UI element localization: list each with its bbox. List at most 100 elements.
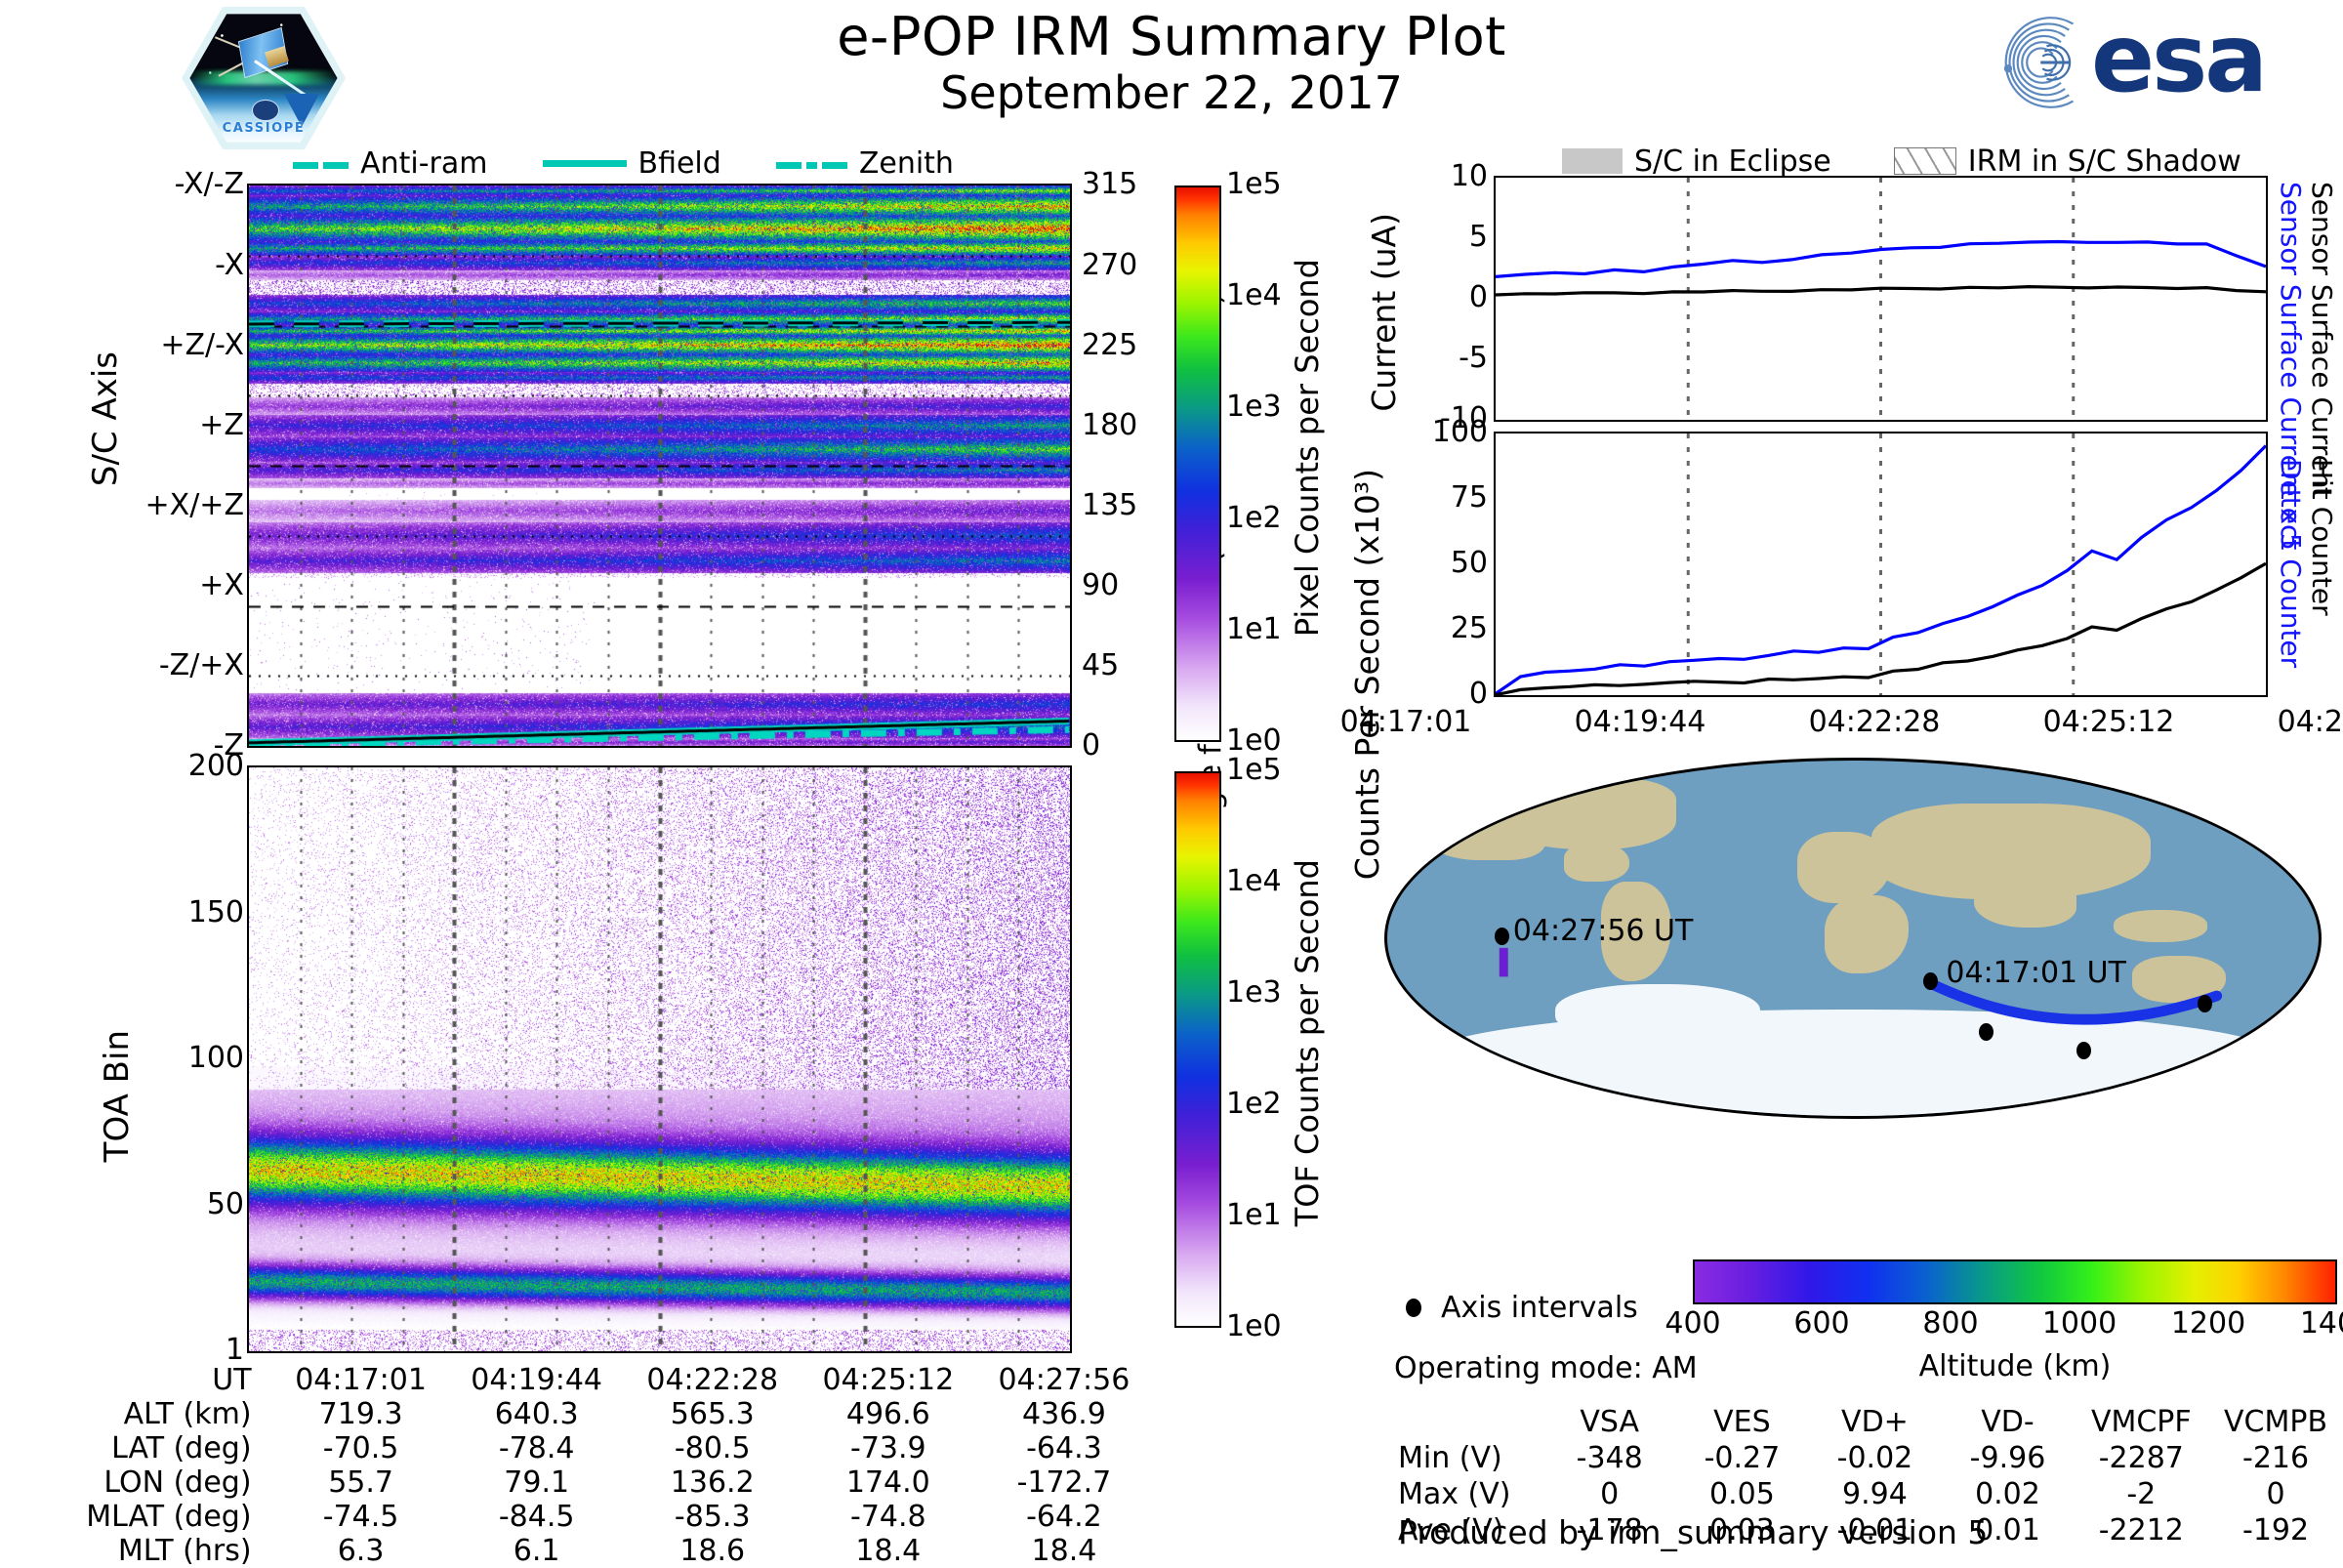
tick-label: 150 [187, 894, 244, 929]
legend-item-shadow: IRM in S/C Shadow [1893, 144, 2241, 179]
cell-value: 79.1 [504, 1465, 570, 1500]
tick-label: 135 [1082, 487, 1138, 522]
toa-bin-ytick-labels: 200 150 100 50 1 [137, 749, 244, 1367]
row-label: LAT (deg) [111, 1431, 252, 1465]
legend-item-anti-ram: Anti-ram [293, 146, 488, 181]
cell-value: -192 [2242, 1513, 2310, 1547]
column-header: VD- [1981, 1405, 2035, 1439]
row-label: Min (V) [1398, 1441, 1502, 1475]
cell-value: 0 [1600, 1477, 1620, 1511]
tick-label: 180 [1082, 407, 1138, 442]
voltage-table: VSA VES VD+ VD- VMCPF VCMPB Min (V) -348 -0.27 -0… [1398, 1404, 2343, 1548]
cell-value: -2287 [2098, 1441, 2184, 1475]
legend-label: IRM in S/C Shadow [1967, 144, 2241, 179]
cell-value: -9.96 [1969, 1441, 2046, 1475]
cell-value: 18.4 [1031, 1534, 1097, 1568]
row-label: MLAT (deg) [86, 1500, 252, 1534]
row-label: LON (deg) [103, 1465, 252, 1500]
tick-label: 800 [1922, 1306, 1979, 1341]
tick-label: 25 [1450, 611, 1488, 646]
tick-label: 10 [1450, 159, 1488, 194]
tick-label: 0 [1468, 677, 1488, 712]
legend-label: Axis intervals [1441, 1291, 1638, 1325]
altitude-colorbar [1693, 1259, 2337, 1304]
tick-label: 1e2 [1226, 501, 1282, 536]
cell-value: 640.3 [494, 1397, 579, 1431]
grey-swatch-icon [1562, 148, 1623, 174]
counts-ylabel: Counts Per Second (x10³) [1348, 469, 1386, 881]
tick-label: 0 [1468, 280, 1488, 315]
tick-label: 100 [1431, 415, 1488, 450]
legend-item-bfield: Bfield [542, 146, 721, 181]
toa-bin-spectrogram [247, 765, 1072, 1353]
track-point-end [1494, 928, 1509, 946]
cell-value: 6.3 [337, 1534, 385, 1568]
dashed-line-icon [293, 154, 349, 173]
table-row: UT 04:17:01 04:19:44 04:22:28 04:25:12 04:27:… [59, 1363, 1152, 1397]
hatched-swatch-icon [1893, 147, 1956, 175]
row-label: MLT (hrs) [117, 1534, 252, 1568]
column-header: VES [1713, 1405, 1771, 1439]
tick-label: 1e5 [1226, 167, 1282, 202]
cell-value: 0 [2266, 1477, 2285, 1511]
tick-label: 1e2 [1226, 1087, 1282, 1122]
cell-value: -64.2 [1026, 1500, 1102, 1534]
current-ytick-labels: 10 5 0 -5 -10 [1400, 159, 1488, 435]
cell-value: -178 [1576, 1513, 1643, 1547]
dot-icon [1406, 1299, 1421, 1317]
table-row: Min (V) -348 -0.27 -0.02 -9.96 -2287 -216 [1398, 1440, 2343, 1476]
current-ylabel: Current (uA) [1365, 213, 1403, 412]
tick-label: 50 [206, 1186, 244, 1221]
cell-value: 565.3 [670, 1397, 755, 1431]
tick-label: 1e0 [1226, 1309, 1282, 1344]
counts-right-label-blue: Detect Counter [2275, 459, 2307, 669]
cell-value: 0.01 [1975, 1513, 2040, 1547]
tick-label: +X [199, 568, 244, 603]
tick-label: 04:25:12 [2042, 705, 2175, 739]
cell-value: 0.03 [1709, 1513, 1775, 1547]
tick-label: -X [215, 247, 244, 282]
cell-value: 04:22:28 [646, 1363, 779, 1397]
tick-label: +X/+Z [144, 487, 244, 522]
cell-value: 136.2 [670, 1465, 755, 1500]
sc-axis-spectrogram [247, 184, 1072, 748]
cell-value: 6.1 [513, 1534, 560, 1568]
cell-value: -78.4 [498, 1431, 575, 1465]
tick-label: 1e5 [1226, 753, 1282, 788]
esa-emblem-icon [2003, 17, 2075, 108]
table-row: Max (V) 0 0.05 9.94 0.02 -2 0 [1398, 1476, 2343, 1512]
cell-value: -74.5 [322, 1500, 399, 1534]
tick-label: 100 [187, 1041, 244, 1076]
tick-label: 5 [1468, 220, 1488, 255]
cell-value: 04:17:01 [295, 1363, 427, 1397]
map-label-start: 04:17:01 UT [1946, 956, 2126, 991]
tick-label: -Z/+X [158, 648, 244, 683]
tick-label: 45 [1082, 648, 1120, 683]
cell-value: -64.3 [1026, 1431, 1102, 1465]
tick-label: 75 [1450, 480, 1488, 516]
tick-label: 04:27:56 [2277, 705, 2343, 739]
tick-label: 225 [1082, 327, 1138, 362]
sc-axis-angle-tick-labels: 315 270 225 180 135 90 45 0 [1082, 167, 1189, 763]
patch-label: CASSIOPE [222, 120, 306, 136]
orbit-track [1499, 947, 2223, 1025]
table-row: MLT (hrs) 6.3 6.1 18.6 18.4 18.4 [59, 1534, 1152, 1568]
page-subtitle: September 22, 2017 [940, 66, 1403, 119]
track-point-interval [1978, 1023, 1994, 1042]
tick-label: 1e4 [1226, 864, 1282, 899]
table-header-row: VSA VES VD+ VD- VMCPF VCMPB [1398, 1404, 2343, 1440]
cell-value: 04:19:44 [471, 1363, 603, 1397]
tick-label: 1e4 [1226, 278, 1282, 313]
ground-track-map: 04:27:56 UT 04:17:01 UT [1384, 758, 2322, 1119]
column-header: VCMPB [2224, 1405, 2328, 1439]
cell-value: 719.3 [318, 1397, 403, 1431]
legend-label: Zenith [858, 145, 954, 181]
track-point-interval [2076, 1041, 2091, 1059]
row-label: UT [212, 1363, 252, 1397]
cell-value: 04:27:56 [998, 1363, 1130, 1397]
tick-label: 315 [1082, 167, 1138, 202]
tick-label: +Z/-X [160, 327, 244, 362]
cassiope-mission-patch: CASSIOPE [182, 4, 346, 152]
table-row: LON (deg) 55.7 79.1 136.2 174.0 -172.7 [59, 1465, 1152, 1500]
cell-value: -84.5 [498, 1500, 575, 1534]
